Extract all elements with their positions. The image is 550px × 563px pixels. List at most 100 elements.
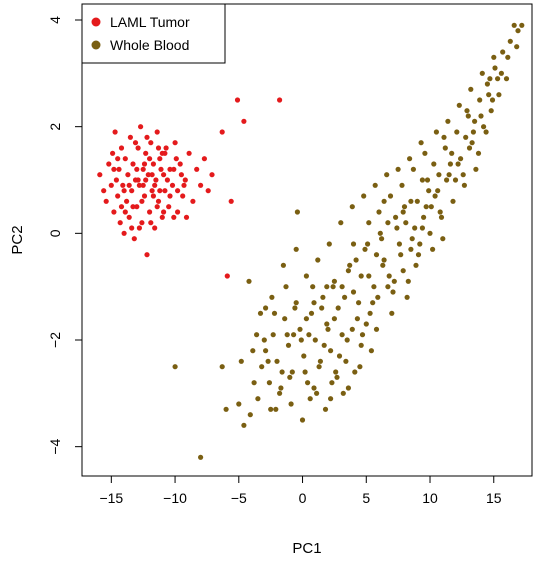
point-whole-blood — [403, 220, 409, 226]
point-whole-blood — [293, 300, 299, 306]
point-whole-blood — [381, 198, 387, 204]
point-whole-blood — [322, 406, 329, 412]
point-whole-blood — [396, 241, 402, 247]
point-whole-blood — [415, 252, 422, 258]
point-whole-blood — [326, 241, 332, 247]
point-laml-tumor — [130, 161, 136, 167]
point-whole-blood — [477, 97, 483, 103]
point-whole-blood — [340, 390, 346, 396]
point-whole-blood — [408, 198, 414, 204]
point-laml-tumor — [209, 172, 215, 178]
point-whole-blood — [432, 193, 438, 199]
point-whole-blood — [319, 305, 325, 311]
point-whole-blood — [316, 364, 322, 370]
point-laml-tumor — [134, 204, 140, 210]
point-laml-tumor — [127, 134, 133, 140]
point-whole-blood — [381, 257, 387, 263]
point-whole-blood — [263, 305, 269, 311]
point-laml-tumor — [241, 118, 247, 124]
point-laml-tumor — [150, 161, 156, 167]
point-whole-blood — [442, 145, 448, 151]
point-whole-blood — [398, 252, 404, 258]
point-whole-blood — [424, 177, 431, 183]
point-whole-blood — [324, 284, 330, 290]
point-laml-tumor — [167, 193, 173, 199]
point-whole-blood — [412, 225, 418, 231]
point-whole-blood — [400, 209, 406, 215]
point-whole-blood — [344, 337, 350, 343]
point-whole-blood — [440, 236, 446, 242]
point-whole-blood — [409, 236, 415, 242]
point-laml-tumor — [155, 145, 162, 151]
point-laml-tumor — [111, 166, 117, 172]
point-whole-blood — [441, 134, 447, 140]
point-whole-blood — [488, 108, 494, 114]
legend-marker-whole-blood — [91, 40, 101, 50]
point-whole-blood — [283, 284, 289, 290]
point-laml-tumor — [112, 129, 118, 135]
point-laml-tumor — [129, 225, 135, 231]
point-whole-blood — [426, 188, 432, 194]
point-whole-blood — [391, 278, 397, 284]
point-laml-tumor — [157, 188, 163, 194]
point-whole-blood — [339, 284, 345, 290]
point-laml-tumor — [115, 193, 121, 199]
x-tick-label: −10 — [163, 490, 187, 506]
point-laml-tumor — [164, 177, 170, 183]
point-whole-blood — [261, 337, 267, 343]
point-whole-blood — [407, 156, 413, 162]
point-whole-blood — [255, 396, 261, 402]
point-whole-blood — [198, 454, 204, 460]
point-whole-blood — [298, 337, 304, 343]
point-whole-blood — [503, 76, 510, 82]
point-whole-blood — [251, 380, 257, 386]
point-whole-blood — [486, 92, 492, 98]
point-whole-blood — [461, 182, 467, 188]
point-whole-blood — [487, 76, 493, 82]
point-whole-blood — [297, 326, 303, 332]
point-whole-blood — [321, 342, 327, 348]
point-whole-blood — [236, 401, 242, 407]
point-laml-tumor — [132, 140, 139, 146]
plot-frame — [81, 3, 533, 477]
point-laml-tumor — [181, 182, 187, 188]
point-laml-tumor — [144, 134, 150, 140]
point-whole-blood — [366, 220, 372, 226]
point-laml-tumor — [194, 166, 200, 172]
legend-label-whole-blood: Whole Blood — [110, 37, 189, 53]
point-whole-blood — [291, 332, 297, 338]
point-laml-tumor — [148, 220, 154, 226]
point-laml-tumor — [111, 209, 117, 215]
point-whole-blood — [301, 353, 307, 359]
point-laml-tumor — [201, 156, 207, 162]
point-whole-blood — [343, 358, 349, 364]
point-whole-blood — [507, 38, 513, 44]
point-whole-blood — [246, 278, 252, 284]
point-whole-blood — [427, 230, 433, 236]
point-whole-blood — [444, 177, 450, 183]
point-laml-tumor — [106, 161, 112, 167]
point-whole-blood — [456, 102, 462, 108]
point-whole-blood — [436, 172, 442, 178]
point-laml-tumor — [159, 214, 165, 220]
point-laml-tumor — [147, 156, 153, 162]
point-whole-blood — [271, 310, 278, 316]
point-laml-tumor — [124, 198, 130, 204]
point-whole-blood — [446, 172, 452, 178]
point-whole-blood — [455, 161, 461, 167]
point-whole-blood — [338, 220, 344, 226]
legend-label-laml-tumor: LAML Tumor — [110, 14, 190, 30]
point-whole-blood — [259, 364, 265, 370]
point-whole-blood — [287, 374, 293, 380]
y-tick-label: −4 — [47, 438, 63, 454]
point-whole-blood — [282, 316, 288, 322]
point-whole-blood — [515, 28, 521, 34]
point-whole-blood — [270, 332, 276, 338]
point-whole-blood — [331, 316, 337, 322]
point-laml-tumor — [140, 166, 146, 172]
point-whole-blood — [417, 241, 423, 247]
point-whole-blood — [314, 390, 320, 396]
point-whole-blood — [472, 118, 478, 124]
point-laml-tumor — [148, 140, 154, 146]
point-whole-blood — [435, 188, 441, 194]
